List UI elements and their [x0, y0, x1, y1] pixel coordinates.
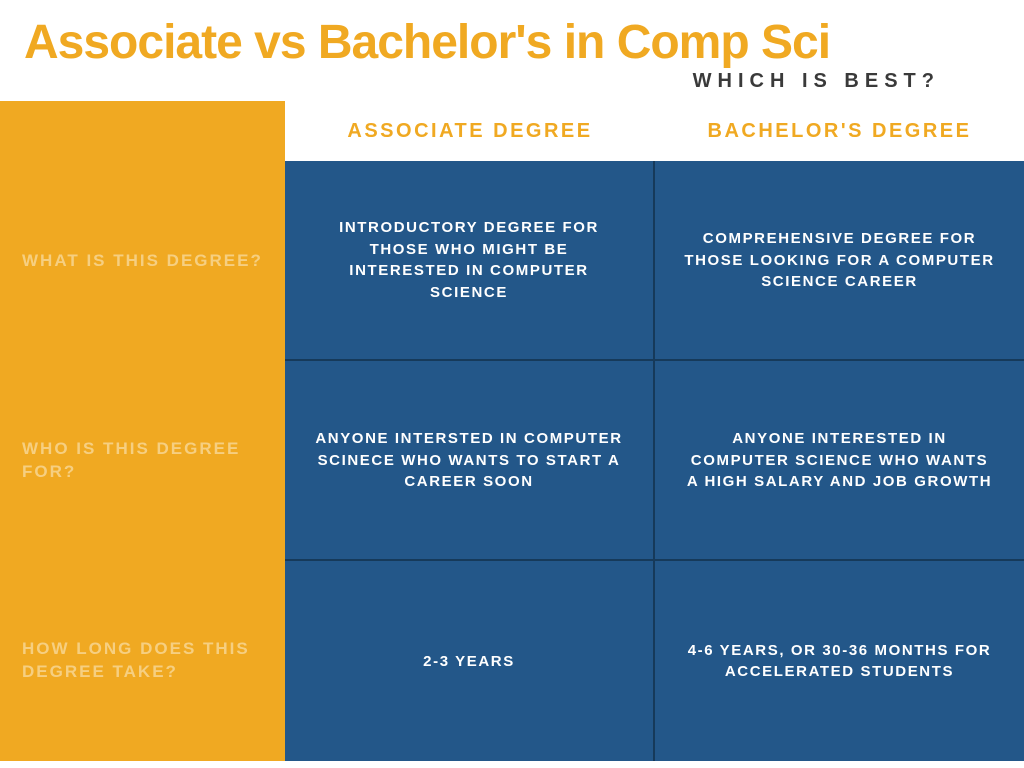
title-block: Associate vs Bachelor's in Comp Sci WHIC…: [0, 0, 1024, 101]
cell-2-bachelor: 4-6 YEARS, OR 30-36 MONTHS FOR ACCELERAT…: [655, 561, 1024, 761]
cell-0-associate: INTRODUCTORY DEGREE FOR THOSE WHO MIGHT …: [285, 161, 655, 361]
cell-1-bachelor: ANYONE INTERESTED IN COMPUTER SCIENCE WH…: [655, 361, 1024, 561]
subtitle: WHICH IS BEST?: [24, 70, 1000, 93]
comparison-grid: ASSOCIATE DEGREE BACHELOR'S DEGREE WHAT …: [0, 101, 1024, 761]
row-label-0: WHAT IS THIS DEGREE?: [0, 161, 285, 361]
col-header-bachelor: BACHELOR'S DEGREE: [655, 101, 1024, 161]
cell-0-bachelor: COMPREHENSIVE DEGREE FOR THOSE LOOKING F…: [655, 161, 1024, 361]
row-label-2: HOW LONG DOES THIS DEGREE TAKE?: [0, 561, 285, 761]
row-label-1: WHO IS THIS DEGREE FOR?: [0, 361, 285, 561]
main-title: Associate vs Bachelor's in Comp Sci: [24, 18, 1000, 68]
col-header-associate: ASSOCIATE DEGREE: [285, 101, 655, 161]
header-spacer: [0, 101, 285, 161]
cell-1-associate: ANYONE INTERSTED IN COMPUTER SCINECE WHO…: [285, 361, 655, 561]
cell-2-associate: 2-3 YEARS: [285, 561, 655, 761]
